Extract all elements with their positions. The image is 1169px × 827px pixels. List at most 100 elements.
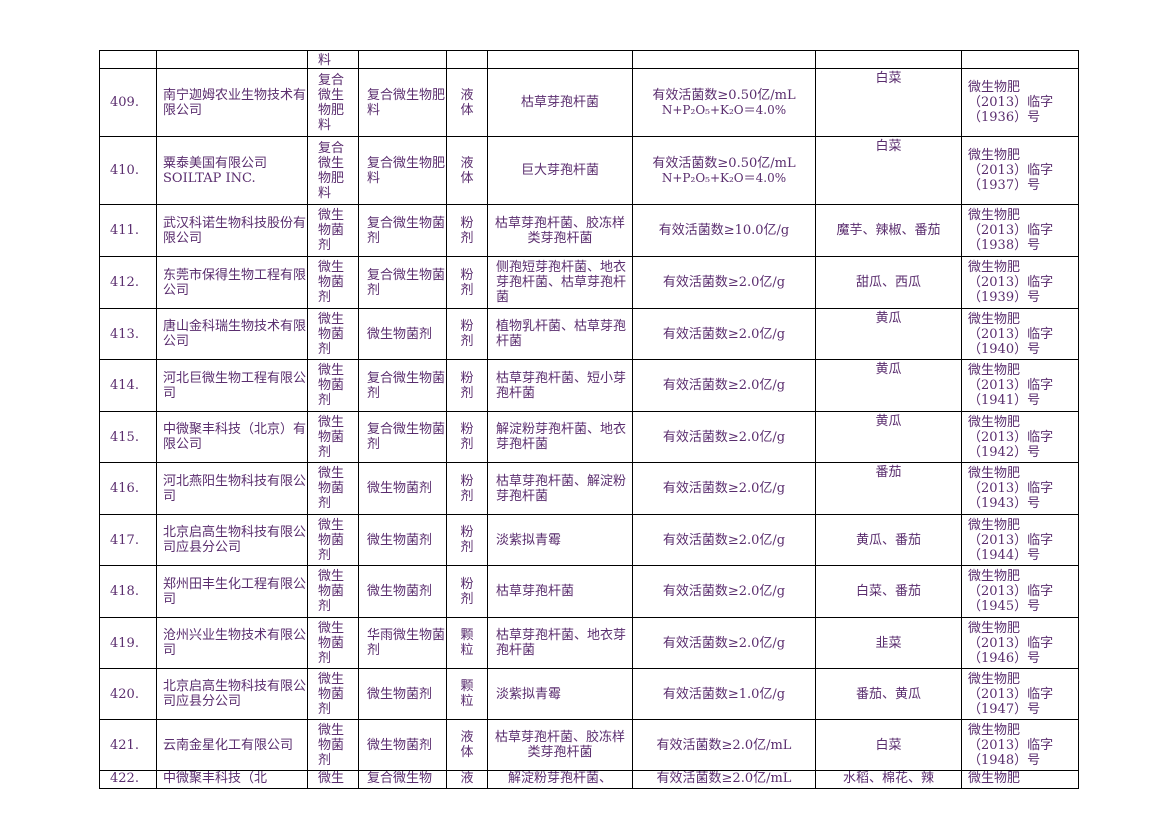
reg-line: 微生物肥 (968, 148, 1021, 163)
form-line: 粉 (460, 422, 474, 437)
company-name: 北京启高生物科技有限公司应县分公司 (163, 679, 307, 709)
company-name: 南宁迦姆农业生物技术有限公司 (163, 87, 307, 118)
crop-names: 水稻、棉花、辣 (842, 771, 934, 787)
cell-product: 微生物菌剂 (358, 565, 447, 618)
reg-line: （1945）号 (968, 599, 1041, 614)
category-line: 剂 (318, 650, 332, 666)
content-line: 有效活菌数≥2.0亿/mL (656, 737, 792, 753)
cell-reg (961, 50, 1079, 69)
cell-category: 微生 物菌剂 (307, 668, 359, 720)
form-line: 剂 (460, 540, 474, 555)
category-line: 物菌 (318, 737, 345, 753)
cell-strain: 淡紫拟青霉 (487, 514, 633, 566)
content-line: 有效活菌数≥2.0亿/g (662, 584, 786, 599)
content-line: N+P₂O₅+K₂O＝4.0% (661, 102, 787, 117)
row-number: 413. (110, 326, 139, 342)
form-line: 剂 (460, 334, 474, 349)
reg-line: （2013）临字 (968, 163, 1054, 178)
cell-category: 料 (307, 50, 359, 69)
company-name: 郑州田丰生化工程有限公司 (163, 576, 307, 607)
row-number: 409. (110, 95, 139, 110)
cell-content: 有效活菌数≥2.0亿/mL (632, 770, 816, 789)
cell-no: 419. (99, 617, 157, 669)
cell-no: 410. (99, 136, 157, 205)
cell-strain: 枯草芽孢杆菌 (487, 68, 633, 137)
cell-content: 有效活菌数≥2.0亿/g (632, 514, 816, 566)
category-line: 剂 (318, 444, 332, 460)
cell-content: 有效活菌数≥2.0亿/g (632, 565, 816, 618)
category-line: 物肥 (318, 102, 345, 118)
content-line: N+P₂O₅+K₂O＝4.0% (661, 170, 787, 185)
cell-product: 复合微生物菌剂 (358, 256, 447, 309)
strain-name: 解淀粉芽孢杆菌、 (507, 771, 612, 787)
reg-line: （2013）临字 (968, 584, 1054, 599)
cell-product: 复合微生物菌剂 (358, 359, 447, 412)
cell-crops: 黄瓜 (815, 359, 962, 412)
cell-strain: 解淀粉芽孢杆菌、 (487, 770, 633, 789)
row-number: 411. (110, 223, 139, 238)
crop-names: 番茄、黄瓜 (855, 686, 921, 702)
row-number: 410. (110, 163, 139, 178)
content-line: 有效活菌数≥2.0亿/g (662, 635, 786, 651)
product-type: 微生物菌剂 (367, 326, 433, 342)
company-name: 沧州兴业生物技术有限公司 (163, 628, 307, 658)
cell-no: 409. (99, 68, 157, 137)
cell-reg: 微生物肥 （2013）临字 （1944）号 (961, 514, 1079, 566)
cell-company: 粟泰美国有限公司 SOILTAP INC. (156, 136, 308, 205)
cell-form: 粉剂 (446, 256, 488, 309)
form-line: 体 (460, 745, 474, 760)
cell-product: 微生物菌剂 (358, 462, 447, 515)
table-row: 421. 云南金星化工有限公司 微生 物菌剂微生物菌剂液体枯草芽孢杆菌、胶冻样类芽孢杆… (99, 719, 1079, 771)
row-number: 420. (110, 686, 139, 702)
cell-product: 复合微生物 (358, 770, 447, 789)
cell-form: 粉剂 (446, 359, 488, 412)
cell-no: 413. (99, 308, 157, 360)
product-type: 复合微生物肥料 (367, 87, 446, 118)
reg-line: （2013）临字 (968, 378, 1054, 393)
cell-product: 微生物菌剂 (358, 308, 447, 360)
category-line: 物菌 (318, 223, 345, 238)
row-number: 416. (110, 481, 139, 496)
registration-table-sheet: 料 409. 南宁迦姆农业生物技术有限公司 复合 微生 物肥料复合微生物肥料液体枯草芽孢… (99, 50, 1079, 789)
reg-line: （2013）临字 (968, 429, 1054, 445)
cell-strain: 枯草芽孢杆菌、解淀粉芽孢杆菌 (487, 462, 633, 515)
reg-line: （1942）号 (968, 444, 1041, 460)
row-number: 417. (110, 532, 139, 548)
content-line: 有效活菌数≥2.0亿/mL (656, 771, 792, 787)
product-type: 复合微生物菌剂 (367, 267, 446, 298)
company-name: 东莞市保得生物工程有限公司 (163, 267, 307, 298)
cell-content: 有效活菌数≥2.0亿/g (632, 308, 816, 360)
strain-name: 枯草芽孢杆菌、短小芽孢杆菌 (496, 370, 627, 401)
category-line: 微生 (318, 311, 345, 327)
table-row: 409. 南宁迦姆农业生物技术有限公司 复合 微生 物肥料复合微生物肥料液体枯草芽孢杆菌… (99, 68, 1079, 137)
category-line: 剂 (318, 238, 332, 253)
cell-reg: 微生物肥 （2013）临字 （1948）号 (961, 719, 1079, 771)
cell-form: 粉剂 (446, 565, 488, 618)
company-name: 河北巨微生物工程有限公司 (163, 370, 307, 401)
company-name: 河北燕阳生物科技有限公司 (163, 473, 307, 504)
cell-form (446, 50, 488, 69)
table-row: 411. 武汉科诺生物科技股份有限公司 微生 物菌剂复合微生物菌剂粉剂枯草芽孢杆菌、胶… (99, 204, 1079, 257)
category-line: 微生 (318, 466, 345, 481)
reg-line: （2013）临字 (968, 635, 1054, 651)
category-line: 微生 (318, 87, 345, 103)
cell-crops: 白菜 (815, 68, 962, 137)
category-line: 剂 (318, 341, 332, 357)
category-line: 物肥 (318, 170, 345, 186)
cell-category: 微生 物菌剂 (307, 565, 359, 618)
cell-form: 粉剂 (446, 411, 488, 463)
cell-product: 微生物菌剂 (358, 514, 447, 566)
cell-reg: 微生物肥 （2013）临字 （1938）号 (961, 204, 1079, 257)
cell-company: 武汉科诺生物科技股份有限公司 (156, 204, 308, 257)
cell-strain: 枯草芽孢杆菌、胶冻样类芽孢杆菌 (487, 719, 633, 771)
category-line: 物菌 (318, 326, 345, 342)
company-name: 武汉科诺生物科技股份有限公司 (163, 215, 307, 246)
cell-strain: 解淀粉芽孢杆菌、地衣芽孢杆菌 (487, 411, 633, 463)
cell-no: 420. (99, 668, 157, 720)
form-line: 液 (460, 730, 474, 745)
cell-reg: 微生物肥 （2013）临字 （1936）号 (961, 68, 1079, 137)
company-name: 北京启高生物科技有限公司应县分公司 (163, 525, 307, 555)
form-line: 体 (460, 102, 474, 118)
form-line: 颗 (460, 679, 474, 694)
category-line: 微生 (318, 671, 345, 687)
